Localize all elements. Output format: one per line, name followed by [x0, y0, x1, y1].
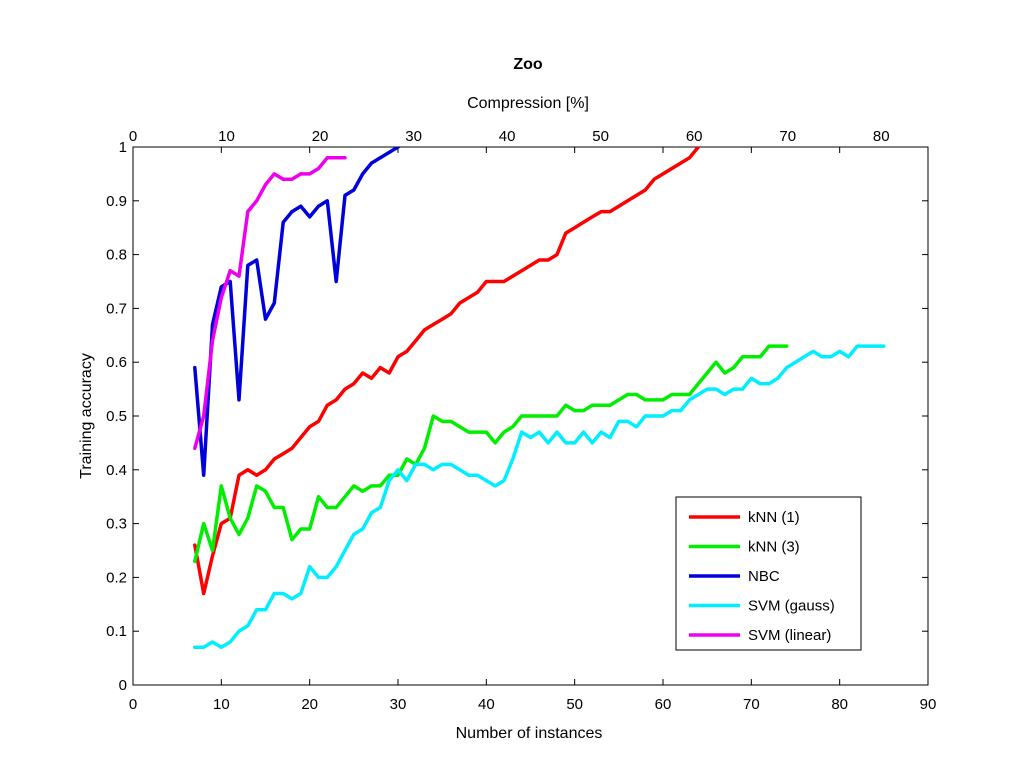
x-tick-label: 0 — [129, 696, 137, 713]
legend-label-knn-3: kNN (3) — [748, 539, 800, 556]
x-tick-label: 20 — [301, 696, 318, 713]
series-line-nbc — [193, 147, 402, 477]
legend-box — [675, 496, 862, 651]
legend-label-svm-linear: SVM (linear) — [748, 627, 831, 644]
x-tick-label: 70 — [743, 696, 760, 713]
series-line-svm-linear — [193, 156, 347, 451]
y-tick-label: 0.6 — [106, 354, 127, 371]
x-tick-label: 30 — [390, 696, 407, 713]
x-tick-label: 50 — [566, 696, 583, 713]
top-x-tick-label: 10 — [218, 128, 235, 145]
series-layer — [193, 147, 886, 650]
top-axis-label: Compression [%] — [467, 95, 589, 112]
series-line-knn-3 — [193, 344, 789, 564]
y-tick-label: 0.7 — [106, 300, 127, 317]
y-tick-label: 0.5 — [106, 408, 127, 425]
y-axis-label: Training accuracy — [78, 353, 95, 479]
legend: kNN (1) kNN (3) NBC SVM (gauss) SVM (linear) — [675, 496, 862, 651]
y-tick-label: 0.9 — [106, 193, 127, 210]
y-tick-label: 0 — [119, 677, 127, 694]
top-x-tick-label: 70 — [779, 128, 796, 145]
chart-title: Zoo — [513, 56, 543, 73]
y-tick-label: 0.1 — [106, 623, 127, 640]
y-tick-label: 0.2 — [106, 569, 127, 586]
top-x-tick-label: 80 — [873, 128, 890, 145]
x-axis-label: Number of instances — [456, 725, 603, 742]
ticks-layer: 0 10 20 30 40 50 60 70 80 9000.10.20.30.40.50.60.… — [106, 128, 936, 713]
y-tick-label: 0.3 — [106, 516, 127, 533]
legend-label-svm-gauss: SVM (gauss) — [748, 598, 835, 615]
y-tick-label: 0.8 — [106, 247, 127, 264]
top-x-tick-label: 30 — [405, 128, 422, 145]
x-tick-label: 80 — [831, 696, 848, 713]
series-line-svm-gauss — [193, 344, 886, 650]
legend-label-nbc: NBC — [748, 568, 780, 585]
x-tick-label: 10 — [213, 696, 230, 713]
top-x-tick-label: 50 — [592, 128, 609, 145]
top-x-tick-label: 0 — [129, 128, 137, 145]
x-tick-label: 90 — [920, 696, 937, 713]
top-x-tick-label: 40 — [499, 128, 516, 145]
series-line-knn-1 — [193, 147, 701, 596]
x-tick-label: 60 — [655, 696, 672, 713]
top-x-tick-label: 60 — [686, 128, 703, 145]
top-x-tick-label: 20 — [312, 128, 329, 145]
legend-label-knn-1: kNN (1) — [748, 509, 800, 526]
y-tick-label: 1 — [119, 139, 127, 156]
y-tick-label: 0.4 — [106, 462, 127, 479]
x-tick-label: 40 — [478, 696, 495, 713]
